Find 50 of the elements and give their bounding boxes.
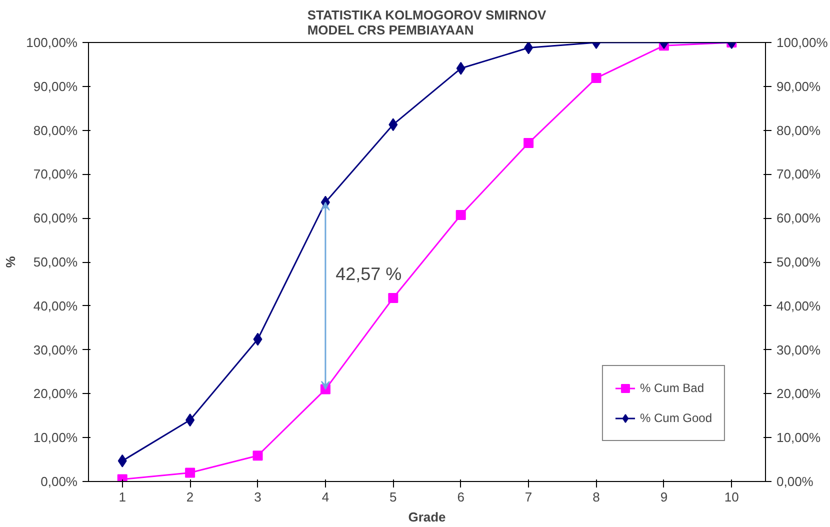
point — [186, 414, 195, 427]
y-tick-label: 0,00% — [40, 474, 78, 489]
y-tick-label: 20,00% — [33, 386, 78, 402]
y2-tick-label: 10,00% — [776, 430, 822, 446]
point — [252, 450, 263, 461]
y2-tick-label: 0,00% — [776, 474, 814, 489]
chart-title: STATISTIKA KOLMOGOROV SMIRNOV MODEL CRS PEMBIAYAAN — [307, 8, 546, 38]
point — [456, 62, 466, 75]
x-tick-label: 8 — [592, 490, 600, 504]
point — [388, 293, 398, 303]
y-tick-label: 10,00% — [33, 430, 78, 446]
y-tick-label: 80,00% — [33, 122, 78, 138]
y2-tick-label: 60,00% — [776, 210, 822, 226]
legend-label: % Cum Good — [640, 411, 712, 425]
point — [185, 468, 196, 478]
y2-tick-label: 50,00% — [776, 254, 822, 270]
y2-tick-label: 80,00% — [776, 122, 822, 138]
y2-tick-label: 100,00% — [776, 35, 828, 50]
y-tick-label: 50,00% — [33, 254, 78, 270]
y2-tick-label: 20,00% — [776, 386, 822, 402]
x-tick-label: 10 — [724, 490, 739, 504]
y-tick-label: 100,00% — [26, 35, 78, 50]
point — [591, 73, 602, 84]
y-tick-label: 70,00% — [33, 166, 78, 182]
y-tick-label: 40,00% — [33, 298, 78, 314]
x-tick-label: 5 — [390, 490, 397, 504]
point — [253, 332, 262, 346]
point — [456, 210, 466, 220]
y-axis-title: % — [3, 256, 18, 268]
y-tick-label: 90,00% — [33, 78, 78, 94]
x-tick-label: 2 — [186, 490, 194, 504]
annotation: 42,57 % — [336, 264, 402, 284]
x-tick-label: 7 — [524, 490, 532, 504]
x-tick-label: 4 — [322, 490, 330, 504]
x-tick-label: 1 — [118, 490, 126, 504]
y-tick-label: 30,00% — [33, 342, 78, 358]
x-tick-label: 6 — [457, 490, 464, 504]
x-axis-title: Grade — [408, 510, 446, 524]
x-tick-label: 3 — [254, 490, 262, 504]
y2-tick-label: 70,00% — [776, 166, 822, 182]
y-tick-label: 60,00% — [33, 210, 78, 226]
y2-tick-label: 30,00% — [776, 342, 822, 358]
x-tick-label: 9 — [660, 490, 668, 504]
y2-tick-label: 90,00% — [776, 78, 822, 94]
point — [118, 454, 127, 468]
point — [524, 138, 534, 148]
y2-tick-label: 40,00% — [776, 298, 822, 314]
point — [524, 42, 534, 54]
point — [388, 118, 398, 132]
legend-label: % Cum Bad — [640, 381, 704, 395]
